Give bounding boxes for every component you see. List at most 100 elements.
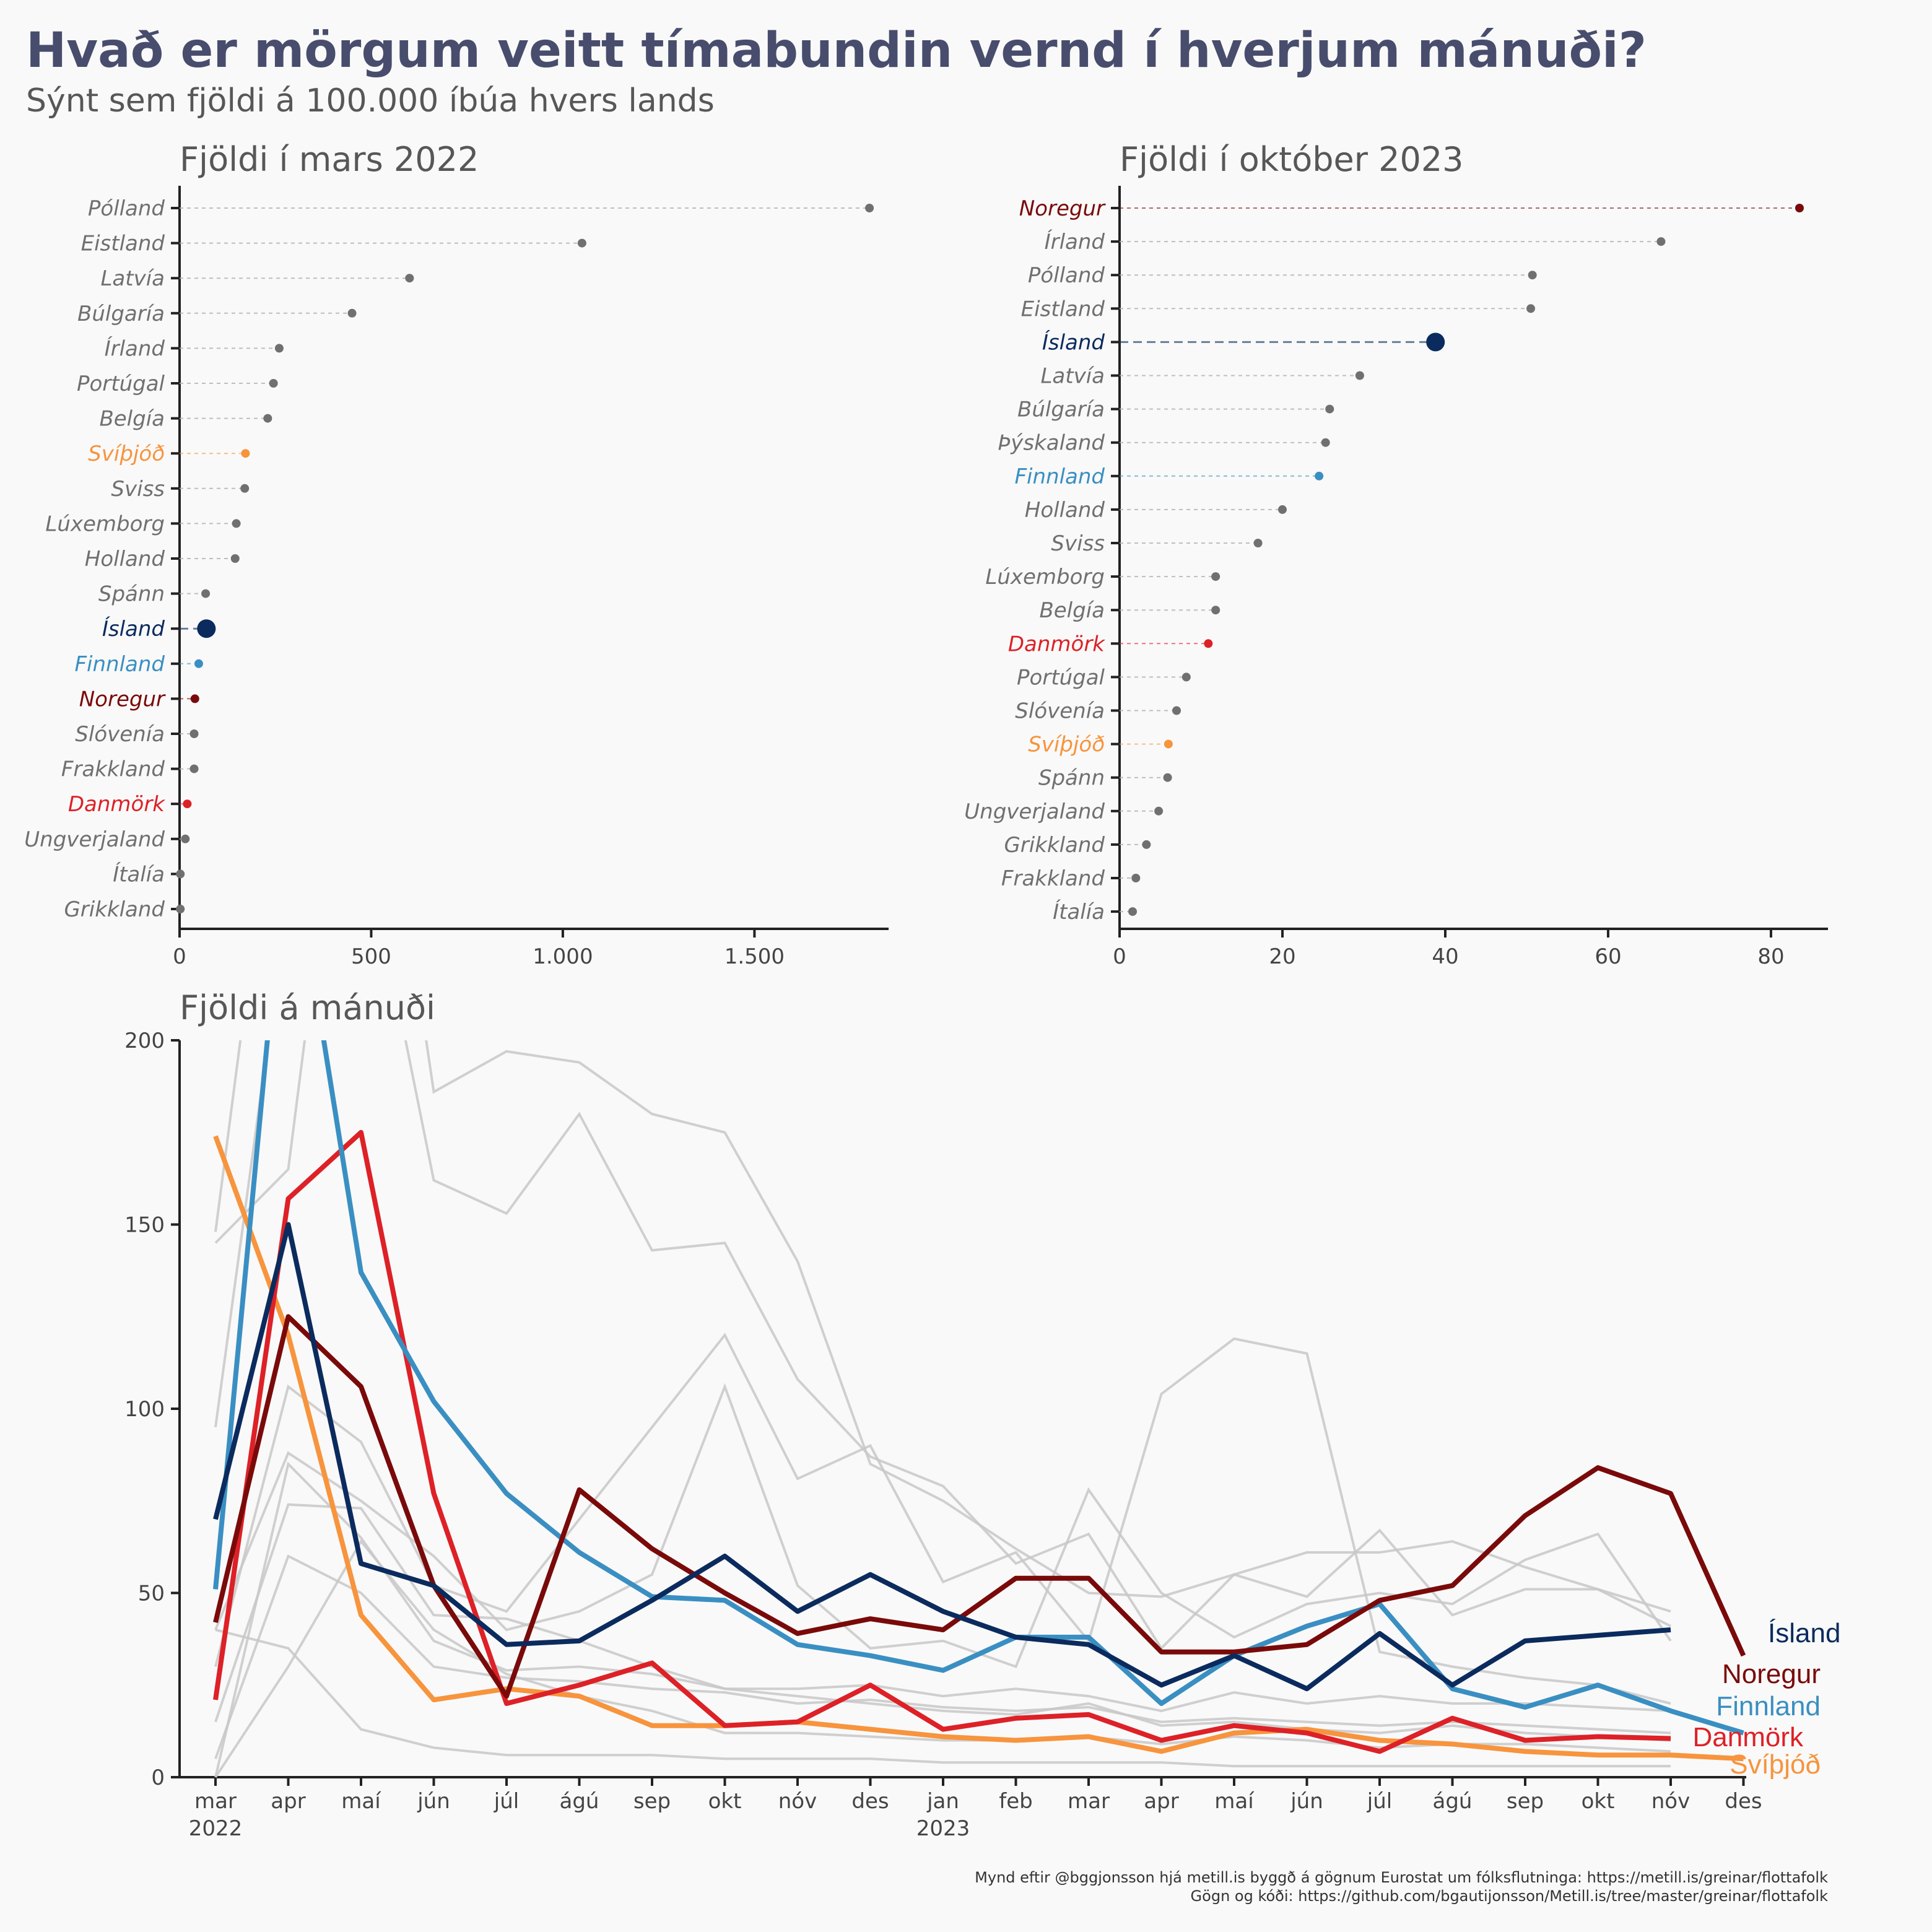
- dot-frakkland: [189, 764, 199, 773]
- x-tick-label: mar: [1068, 1789, 1110, 1814]
- dot-luxemborg: [232, 519, 241, 528]
- dot-belgia: [263, 414, 272, 423]
- series-line-other-5: [214, 1383, 1672, 1669]
- category-label-thyskaland: Þýskaland: [998, 431, 1105, 456]
- dot-italia: [176, 869, 185, 879]
- series-end-label-island: Ísland: [1768, 1618, 1840, 1648]
- dot-ungverjaland: [1154, 806, 1164, 816]
- category-label-bulgaria: Búlgaría: [77, 302, 165, 326]
- dot-irland: [1656, 237, 1666, 246]
- chart-subtitle: Sýnt sem fjöldi á 100.000 íbúa hvers lan…: [26, 82, 715, 120]
- category-label-luxemborg: Lúxemborg: [985, 565, 1105, 590]
- category-label-grikkland: Grikkland: [1004, 833, 1105, 858]
- dot-frakkland: [1131, 874, 1141, 882]
- category-label-belgia: Belgía: [99, 407, 165, 432]
- dot-noregur: [1795, 204, 1804, 212]
- dot-irland: [274, 344, 284, 353]
- dot-finnland: [194, 659, 203, 668]
- category-label-island: Ísland: [1042, 329, 1105, 355]
- series-line-noregur: [213, 1314, 1746, 1699]
- series-line-finnland: [213, 1040, 1744, 1736]
- x-tick-label: okt: [708, 1789, 742, 1814]
- x-tick-label: júl: [494, 1789, 519, 1814]
- dot-slovenia: [189, 729, 199, 738]
- series-line-other-3: [214, 1040, 1671, 1650]
- dot-latvia: [1355, 371, 1364, 380]
- x-tick-label: júl: [1367, 1789, 1392, 1814]
- dot-belgia: [1211, 606, 1221, 615]
- series-end-label-svithjod: Svíþjóð: [1730, 1749, 1821, 1780]
- category-label-portugal: Portúgal: [77, 372, 165, 396]
- dot-holland: [1277, 505, 1287, 514]
- panel-title-oktober-2023: Fjöldi í október 2023: [1120, 140, 1464, 179]
- dot-spann: [1163, 773, 1172, 782]
- x-tick-label: mar: [194, 1789, 237, 1814]
- x-tick-label: 20: [1269, 944, 1295, 969]
- series-end-label-danmork: Danmörk: [1693, 1722, 1804, 1752]
- category-label-island: Ísland: [102, 616, 165, 642]
- dot-plot-mars-2022: Fjöldi í mars 2022 0 500 1.000 1.500 Pólland…: [24, 140, 889, 969]
- category-label-eistland: Eistland: [1021, 297, 1105, 321]
- series-line-island: [213, 1222, 1671, 1692]
- x-tick-label: 80: [1757, 944, 1784, 969]
- dot-danmork: [183, 799, 192, 809]
- dot-danmork: [1204, 639, 1213, 648]
- category-label-italia: Ítalía: [113, 861, 165, 887]
- category-label-svithjod: Svíþjóð: [1028, 733, 1105, 757]
- x-tick-label: maí: [341, 1789, 381, 1814]
- category-label-sviss: Sviss: [111, 477, 165, 502]
- category-label-holland: Holland: [1025, 498, 1105, 523]
- category-label-ungverjaland: Ungverjaland: [24, 827, 165, 852]
- dot-luxemborg: [1211, 572, 1221, 581]
- series-end-label-noregur: Noregur: [1722, 1659, 1821, 1689]
- series-line-other-4: [214, 1333, 1671, 1705]
- dot-thyskaland: [1321, 438, 1330, 447]
- category-label-svithjod: Svíþjóð: [88, 442, 165, 466]
- chart-title: Hvað er mörgum veitt tímabundin vernd í …: [26, 23, 1647, 79]
- y-tick-label: 0: [151, 1765, 165, 1790]
- dot-svithjod: [1164, 739, 1173, 749]
- x-tick-label: des: [1725, 1789, 1762, 1814]
- category-label-italia: Ítalía: [1053, 899, 1105, 925]
- category-label-spann: Spánn: [98, 582, 165, 607]
- x-tick-label: ágú: [1433, 1789, 1473, 1814]
- category-label-finnland: Finnland: [74, 652, 165, 677]
- dot-portugal: [1181, 672, 1191, 682]
- x-year-label: 2022: [189, 1816, 243, 1841]
- x-year-label: 2023: [916, 1816, 970, 1841]
- category-label-frakkland: Frakkland: [61, 757, 165, 782]
- category-label-portugal: Portúgal: [1017, 665, 1105, 690]
- dot-grikkland: [1142, 840, 1151, 849]
- x-tick-label: 60: [1595, 944, 1621, 969]
- category-label-noregur: Noregur: [1019, 196, 1106, 221]
- dot-sviss: [240, 484, 250, 493]
- dot-island: [1426, 333, 1445, 352]
- line-chart-monthly: Fjöldi á mánuði 0 50 100 150 200 mar apr maí jún…: [124, 988, 1840, 1841]
- x-tick-label: sep: [633, 1789, 671, 1814]
- x-tick-label: jún: [417, 1789, 450, 1814]
- dot-polland: [865, 204, 874, 212]
- category-label-grikkland: Grikkland: [64, 897, 165, 922]
- category-label-latvia: Latvía: [1040, 364, 1105, 389]
- series-end-label-finnland: Finnland: [1716, 1691, 1821, 1721]
- x-tick-label: 0: [1113, 944, 1126, 969]
- category-label-finnland: Finnland: [1014, 464, 1105, 489]
- dot-ungverjaland: [181, 834, 190, 843]
- category-label-bulgaria: Búlgaría: [1017, 398, 1105, 422]
- y-tick-label: 100: [124, 1397, 165, 1422]
- series-line-other-6: [214, 1503, 1671, 1723]
- x-tick-label: apr: [271, 1789, 305, 1814]
- category-label-danmork: Danmörk: [68, 792, 165, 817]
- x-tick-label: jún: [1290, 1789, 1323, 1814]
- category-label-ungverjaland: Ungverjaland: [964, 799, 1105, 824]
- series-lines: [213, 1040, 1746, 1778]
- dot-portugal: [269, 379, 278, 388]
- category-label-holland: Holland: [85, 547, 165, 572]
- x-tick-label: 0: [173, 944, 186, 969]
- caption-line-1: Mynd eftir @bggjonsson hjá metill.is byg…: [975, 1869, 1828, 1886]
- category-label-slovenia: Slóvenía: [75, 722, 165, 747]
- category-label-noregur: Noregur: [79, 687, 166, 711]
- dot-bulgaria: [1325, 404, 1334, 414]
- category-label-polland: Pólland: [88, 196, 165, 221]
